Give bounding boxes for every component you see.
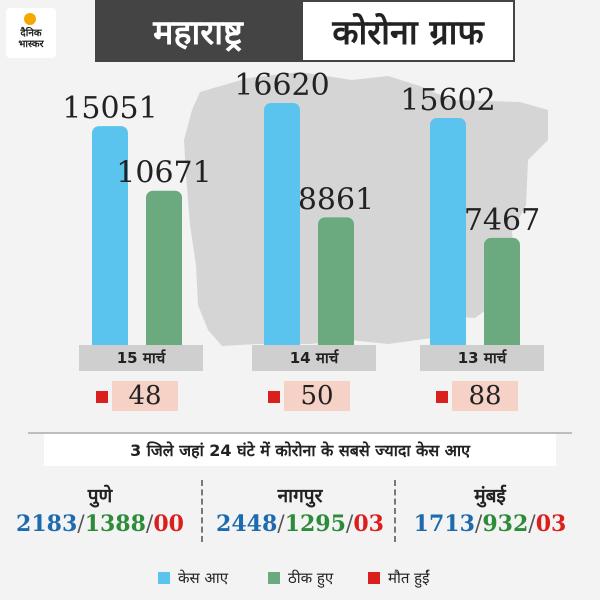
stat-separator: /: [528, 512, 536, 537]
date-label-1: 14 मार्च: [252, 345, 376, 371]
logo-text-line2: भास्कर: [18, 39, 44, 50]
deaths-value-0: 48: [112, 381, 178, 411]
cases-bar-0: [92, 126, 128, 356]
district-recovered: 932: [482, 511, 529, 537]
district-deaths: 03: [535, 511, 567, 537]
recovered-bar-0: [146, 190, 182, 356]
logo-text-line1: दैनिक: [20, 28, 42, 39]
legend-item-cases: केस आए: [158, 568, 228, 588]
section-divider: [28, 432, 572, 434]
death-marker-2: [436, 391, 448, 403]
death-marker-0: [96, 391, 108, 403]
district-stats-mumbai: 1713/932/03: [395, 511, 585, 537]
district-cases: 1713: [413, 511, 475, 537]
sun-logo-icon: [24, 13, 36, 25]
legend-item-recovered: ठीक हुए: [268, 568, 333, 588]
district-stats-nagpur: 2448/1295/03: [200, 511, 400, 537]
stat-separator: /: [345, 512, 354, 537]
district-separator: [201, 480, 203, 542]
dainik-bhaskar-logo: दैनिक भास्कर: [6, 8, 56, 58]
date-label-0: 15 मार्च: [79, 345, 203, 371]
bar-chart: 15051 10671 16620 8861 15602 7467: [62, 68, 548, 356]
chart-legend: केस आए ठीक हुए मौत हुईं: [0, 568, 600, 592]
stat-separator: /: [474, 512, 483, 537]
legend-swatch: [368, 572, 380, 584]
recovered-bar-2: [484, 237, 520, 356]
cases-value-label-2: 15602: [400, 83, 495, 118]
district-deaths: 03: [353, 511, 384, 537]
cases-value-label-1: 16620: [234, 68, 329, 103]
title-state: महाराष्ट्र: [95, 0, 301, 62]
district-name-mumbai: मुंबई: [474, 485, 506, 507]
legend-label: केस आए: [178, 569, 229, 587]
cases-value-label-0: 15051: [62, 91, 157, 126]
stat-separator: /: [145, 512, 154, 537]
legend-label: ठीक हुए: [288, 569, 334, 587]
district-cases: 2448: [216, 511, 278, 537]
district-name-nagpur: नागपुर: [277, 485, 323, 507]
legend-item-deaths: मौत हुईं: [368, 568, 430, 588]
districts-heading: 3 जिले जहां 24 घंटे में कोरोना के सबसे ज…: [44, 434, 556, 466]
district-deaths: 00: [153, 511, 184, 537]
recovered-value-label-0: 10671: [116, 156, 211, 191]
district-separator: [394, 480, 396, 542]
recovered-bar-1: [318, 217, 354, 356]
title-graph: कोरोना ग्राफ: [301, 0, 515, 62]
recovered-value-label-2: 7467: [464, 203, 540, 238]
legend-swatch: [268, 572, 280, 584]
district-recovered: 1388: [84, 511, 146, 537]
district-recovered: 1295: [284, 511, 346, 537]
death-marker-1: [268, 391, 280, 403]
district-stats-pune: 2183/1388/00: [10, 511, 190, 537]
recovered-value-label-1: 8861: [298, 182, 374, 217]
deaths-value-1: 50: [284, 381, 350, 411]
cases-bar-1: [264, 103, 300, 356]
legend-swatch: [158, 572, 170, 584]
stat-separator: /: [77, 512, 85, 537]
legend-label: मौत हुईं: [388, 569, 430, 587]
date-label-2: 13 मार्च: [420, 345, 544, 371]
stat-separator: /: [277, 512, 285, 537]
deaths-value-2: 88: [452, 381, 518, 411]
cases-bar-2: [430, 118, 466, 356]
district-cases: 2183: [16, 511, 78, 537]
district-name-pune: पुणे: [87, 485, 113, 507]
